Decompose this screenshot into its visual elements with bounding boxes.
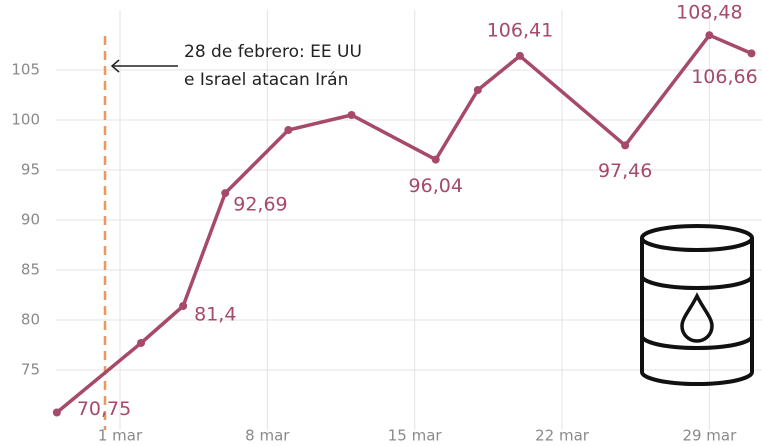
line (55, 33, 753, 414)
barrel-icon (640, 224, 754, 386)
value-label: 96,04 (409, 175, 463, 197)
arrow-head (110, 59, 120, 73)
annotation: e Israel atacan Irán (184, 70, 348, 90)
value-label: 106,66 (691, 66, 757, 88)
point (515, 51, 524, 60)
y-tick-label: 75 (21, 361, 40, 379)
point (347, 111, 356, 119)
point (621, 141, 630, 150)
point (473, 86, 482, 94)
y-tick-label: 105 (11, 61, 40, 79)
value-label: 92,69 (233, 194, 287, 216)
y-tick-label: 95 (21, 161, 40, 179)
point (179, 302, 188, 310)
value-label: 97,46 (598, 160, 652, 182)
point (705, 31, 714, 40)
x-tick-label: 8 mar (245, 427, 290, 445)
point (284, 126, 293, 134)
value-label: 81,4 (194, 304, 236, 326)
x-tick-label: 1 mar (98, 427, 143, 445)
x-tick-label: 15 mar (388, 427, 443, 445)
y-tick-label: 80 (21, 311, 40, 329)
point (137, 339, 146, 347)
x-tick-label: 29 mar (682, 427, 737, 445)
point (52, 408, 61, 417)
point (221, 189, 230, 198)
y-tick-label: 100 (11, 111, 40, 129)
grid (56, 10, 762, 430)
annotation: 28 de febrero: EE UU (184, 42, 362, 62)
value-label: 108,48 (676, 2, 742, 24)
x-tick-label: 22 mar (535, 427, 590, 445)
y-tick-label: 90 (21, 211, 40, 229)
value-label: 106,41 (487, 19, 553, 41)
point (747, 49, 756, 58)
point (431, 155, 440, 164)
y-tick-label: 85 (21, 261, 40, 279)
value-label: 70,75 (77, 398, 131, 420)
